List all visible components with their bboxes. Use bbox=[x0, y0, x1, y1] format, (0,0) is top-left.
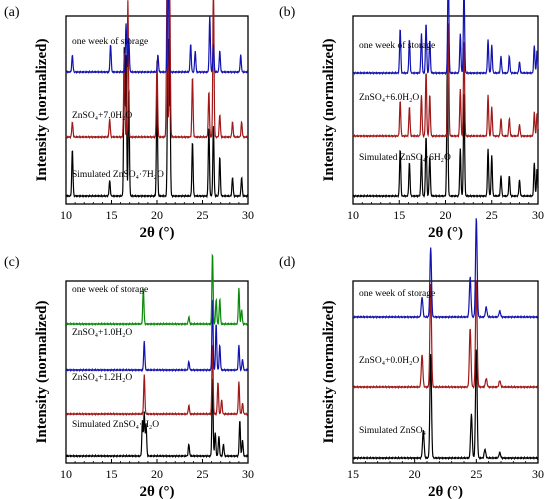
trace-label: Simulated ZnSO₄·7H₂O bbox=[72, 170, 164, 180]
trace-label: one week of storage bbox=[72, 36, 148, 47]
x-tick-label: 30 bbox=[532, 208, 544, 222]
x-tick-label: 10 bbox=[60, 208, 72, 222]
y-axis-label: Intensity (normalized) bbox=[34, 301, 50, 444]
panel-letter: (c) bbox=[4, 255, 20, 270]
x-tick-label: 25 bbox=[197, 208, 209, 222]
x-tick-label: 15 bbox=[106, 208, 118, 222]
panel-letter: (a) bbox=[4, 5, 20, 20]
y-axis-label: Intensity (normalized) bbox=[34, 39, 50, 182]
panel-d: (d) Simulated ZnSO₄ ZnSO₄+0.0H₂O one week o… bbox=[279, 218, 544, 499]
x-tick-label: 10 bbox=[347, 208, 359, 222]
trace-3 bbox=[352, 218, 539, 320]
panel-b: (b) Simulated ZnSO₄·6H₂O ZnSO₄+6.0H₂O one w… bbox=[279, 0, 544, 241]
x-tick-label: 30 bbox=[242, 467, 254, 481]
x-axis-label: 2θ (°) bbox=[428, 225, 463, 241]
trace-label: Simulated ZnSO₄ bbox=[359, 426, 426, 436]
x-tick-label: 15 bbox=[393, 208, 405, 222]
x-tick-label: 30 bbox=[532, 467, 544, 481]
trace-1 bbox=[352, 349, 539, 461]
y-axis-label: Intensity (normalized) bbox=[321, 39, 337, 182]
trace-label: ZnSO₄+6.0H₂O bbox=[359, 93, 419, 103]
panel-letter: (d) bbox=[279, 255, 296, 270]
trace-label: ZnSO₄+1.0H₂O bbox=[72, 328, 132, 338]
panel-a: (a) Simulated ZnSO₄·7H₂O ZnSO₄+7.0H₂O one w… bbox=[4, 0, 254, 241]
plot-frame bbox=[352, 280, 539, 464]
x-tick-label: 15 bbox=[347, 467, 359, 481]
x-axis-label: 2θ (°) bbox=[139, 484, 174, 499]
x-tick-label: 15 bbox=[106, 467, 118, 481]
trace-4 bbox=[65, 253, 249, 327]
x-tick-label: 20 bbox=[151, 467, 163, 481]
panel-letter: (b) bbox=[279, 5, 296, 20]
trace-3 bbox=[65, 0, 249, 75]
trace-3 bbox=[65, 298, 249, 373]
x-tick-label: 20 bbox=[409, 467, 421, 481]
x-tick-label: 25 bbox=[470, 467, 482, 481]
trace-label: one week of storage bbox=[72, 284, 148, 295]
trace-2 bbox=[352, 22, 539, 139]
x-tick-label: 25 bbox=[197, 467, 209, 481]
x-tick-label: 30 bbox=[242, 208, 254, 222]
x-tick-label: 20 bbox=[151, 208, 163, 222]
trace-1 bbox=[352, 61, 539, 199]
trace-label: Simulated ZnSO₄·6H₂O bbox=[359, 153, 451, 163]
trace-label: one week of storage bbox=[359, 288, 435, 299]
x-tick-label: 25 bbox=[486, 208, 498, 222]
trace-label: ZnSO₄+0.0H₂O bbox=[359, 356, 419, 366]
trace-1 bbox=[65, 38, 249, 199]
trace-label: one week of storage bbox=[359, 40, 435, 51]
x-axis-label: 2θ (°) bbox=[139, 225, 174, 241]
panel-c: (c) Simulated ZnSO₄·H₂O ZnSO₄+1.2H₂O ZnSO₄+… bbox=[4, 253, 254, 499]
trace-2 bbox=[352, 280, 539, 390]
x-tick-label: 20 bbox=[440, 208, 452, 222]
x-tick-label: 10 bbox=[60, 467, 72, 481]
trace-1 bbox=[65, 378, 249, 459]
trace-label: Simulated ZnSO₄·H₂O bbox=[72, 420, 159, 430]
y-axis-label: Intensity (normalized) bbox=[321, 301, 337, 444]
trace-3 bbox=[352, 0, 539, 76]
trace-label: ZnSO₄+7.0H₂O bbox=[72, 111, 132, 121]
trace-label: ZnSO₄+1.2H₂O bbox=[72, 373, 132, 383]
x-axis-label: 2θ (°) bbox=[428, 484, 463, 499]
trace-2 bbox=[65, 344, 249, 417]
